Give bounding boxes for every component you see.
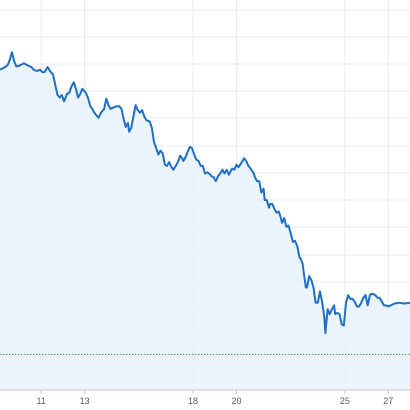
- x-tick-label: 11: [37, 396, 46, 406]
- x-tick-label: 27: [383, 396, 393, 406]
- area-fill: [0, 52, 410, 391]
- x-axis-ticks: 11 13 18 20 25 27: [37, 390, 393, 406]
- x-tick-label: 18: [188, 396, 198, 406]
- x-tick-label: 25: [340, 396, 350, 406]
- x-tick-label: 13: [80, 396, 90, 406]
- x-tick-label: 20: [231, 396, 241, 406]
- series-line: [0, 51, 410, 335]
